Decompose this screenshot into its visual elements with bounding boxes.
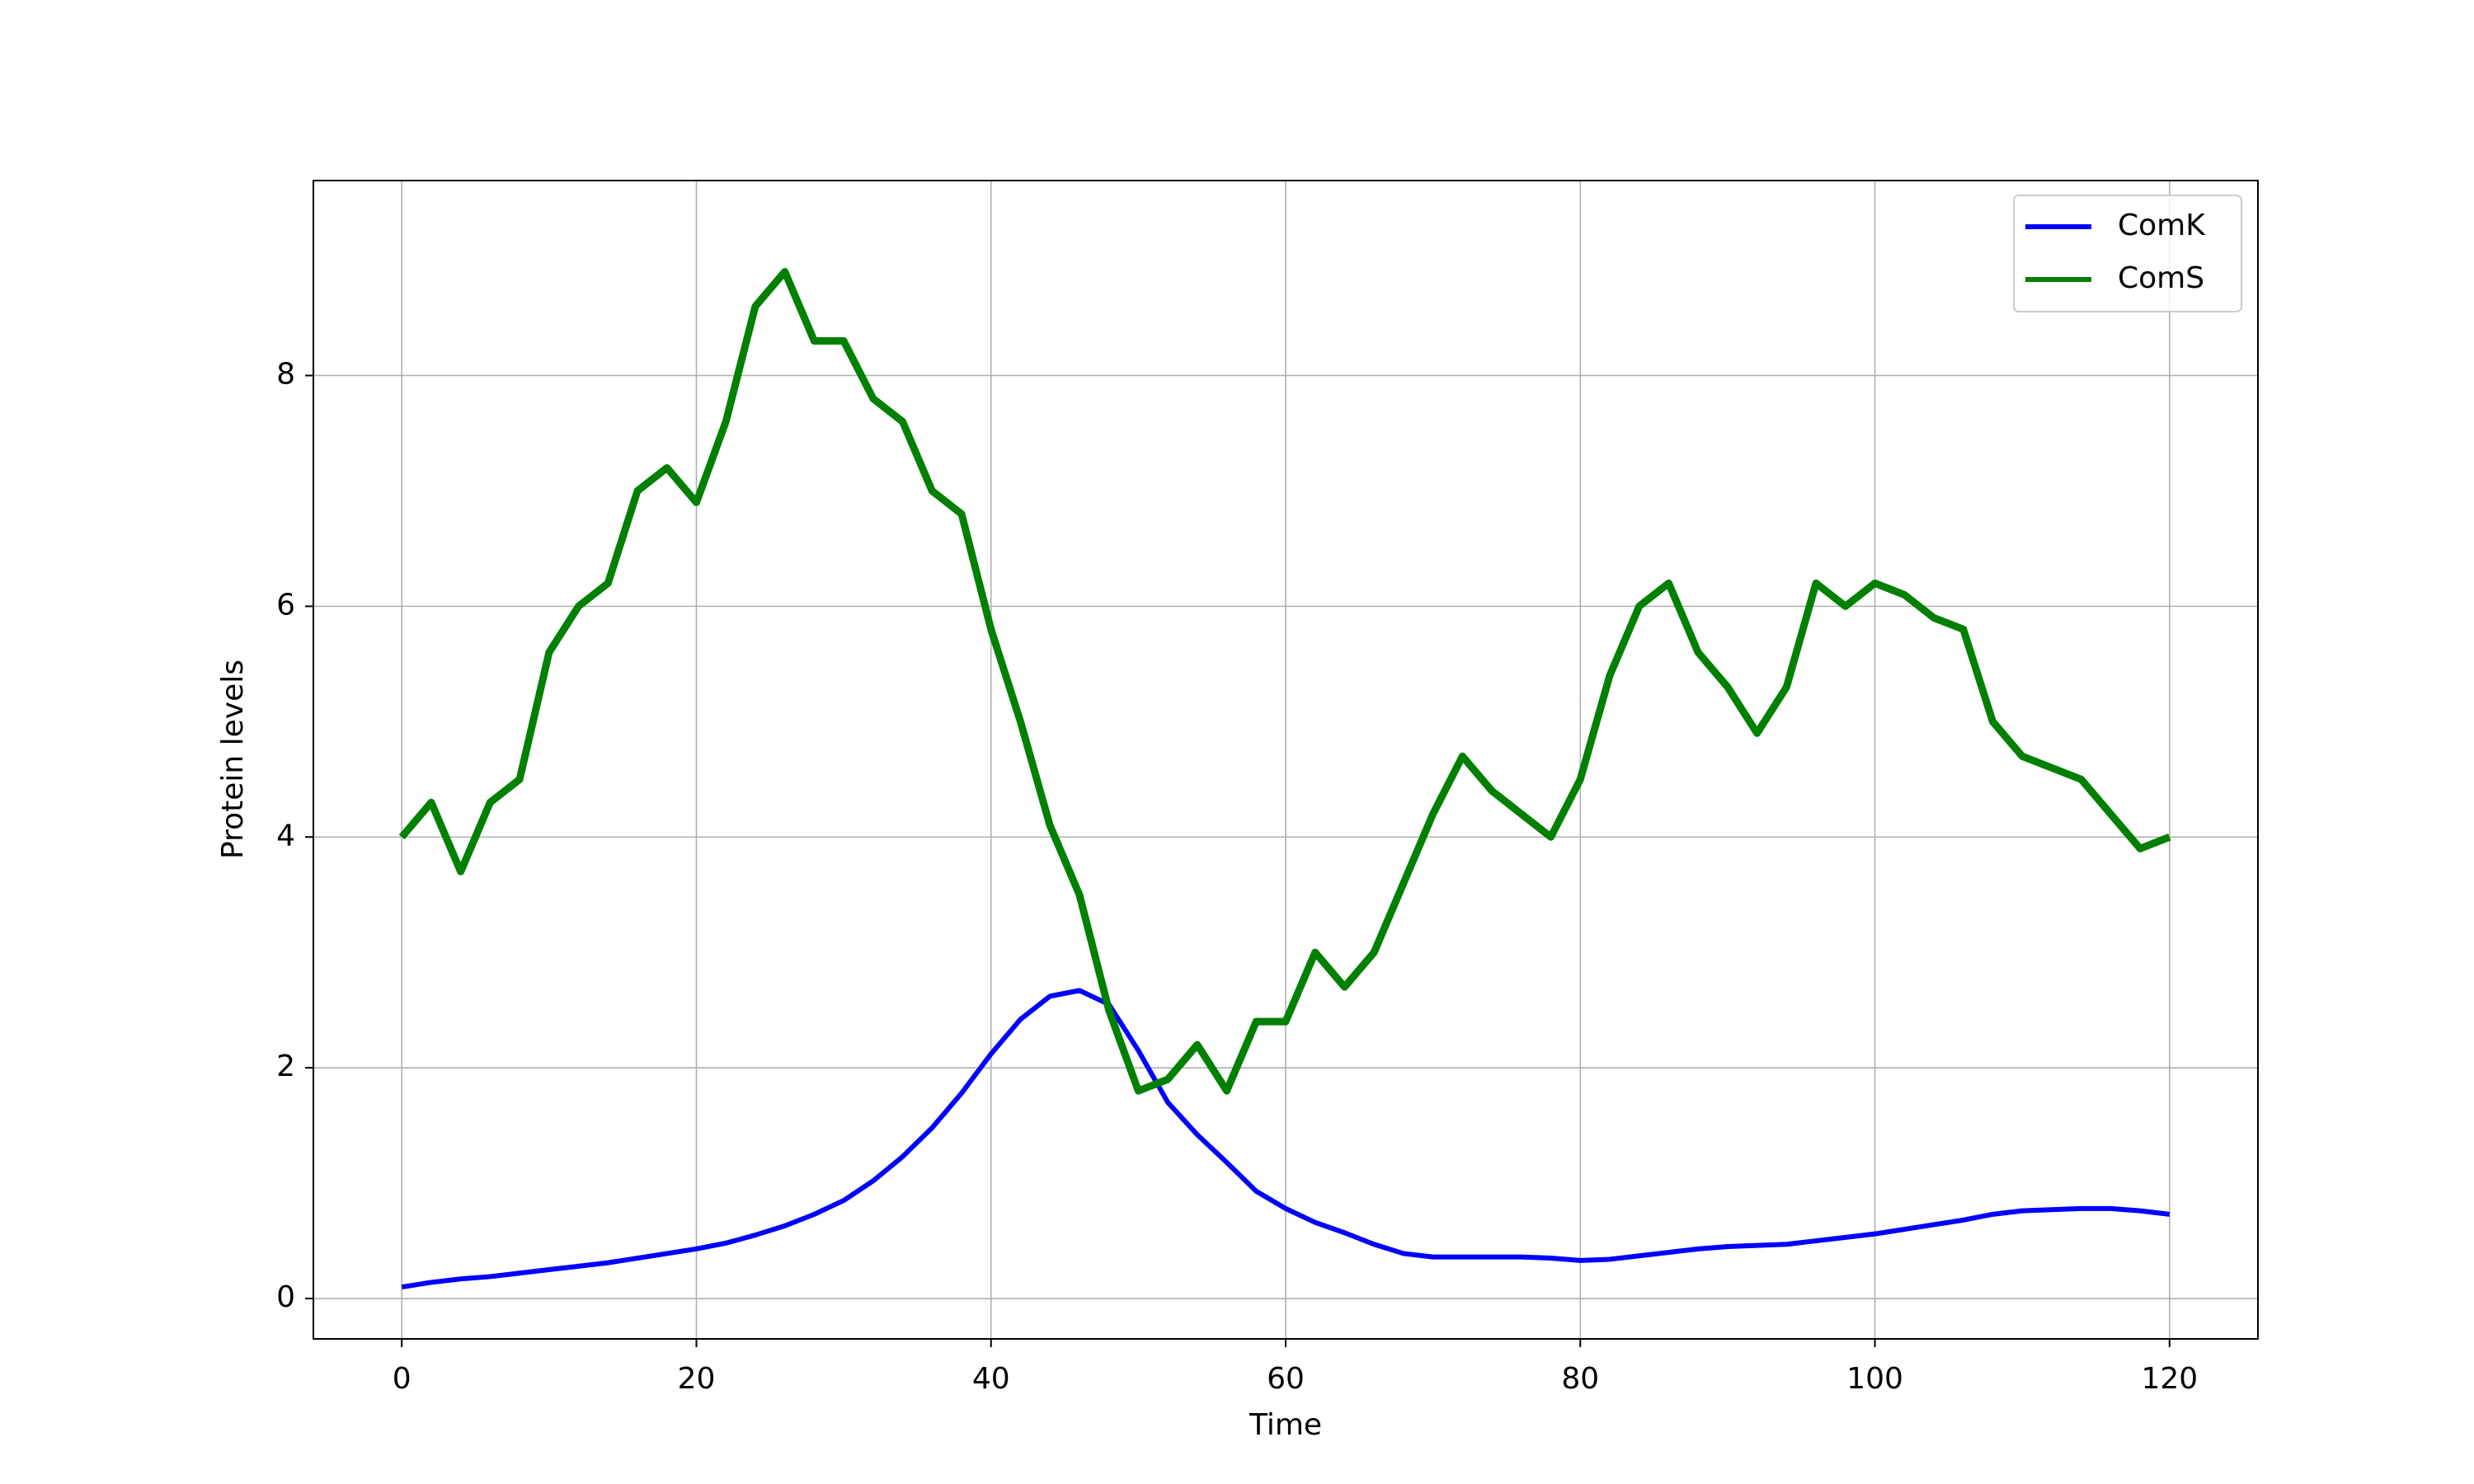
- y-axis-label: Protein levels: [216, 660, 250, 859]
- x-tick-label: 0: [393, 1362, 412, 1396]
- y-tick-label: 8: [276, 357, 295, 391]
- y-tick-label: 6: [276, 588, 295, 622]
- y-tick-label: 2: [276, 1050, 295, 1083]
- plot-area: [398, 268, 2171, 1289]
- legend-label: ComS: [2118, 261, 2204, 295]
- legend: ComK ComS: [2013, 195, 2242, 312]
- line-series: [398, 268, 2171, 1095]
- y-tick-label: 4: [276, 819, 295, 852]
- legend-label: ComK: [2118, 209, 2206, 242]
- x-tick-label: 60: [1267, 1362, 1305, 1396]
- x-tick-label: 80: [1561, 1362, 1599, 1396]
- line-series: [401, 988, 2171, 1289]
- grid: [313, 181, 2258, 1339]
- x-tick-label: 40: [972, 1362, 1010, 1396]
- x-tick-label: 100: [1846, 1362, 1903, 1396]
- y-tick-label: 0: [276, 1280, 295, 1314]
- x-tick-label: 120: [2141, 1362, 2198, 1396]
- x-tick-label: 20: [678, 1362, 716, 1396]
- x-axis-label: Time: [1249, 1408, 1322, 1442]
